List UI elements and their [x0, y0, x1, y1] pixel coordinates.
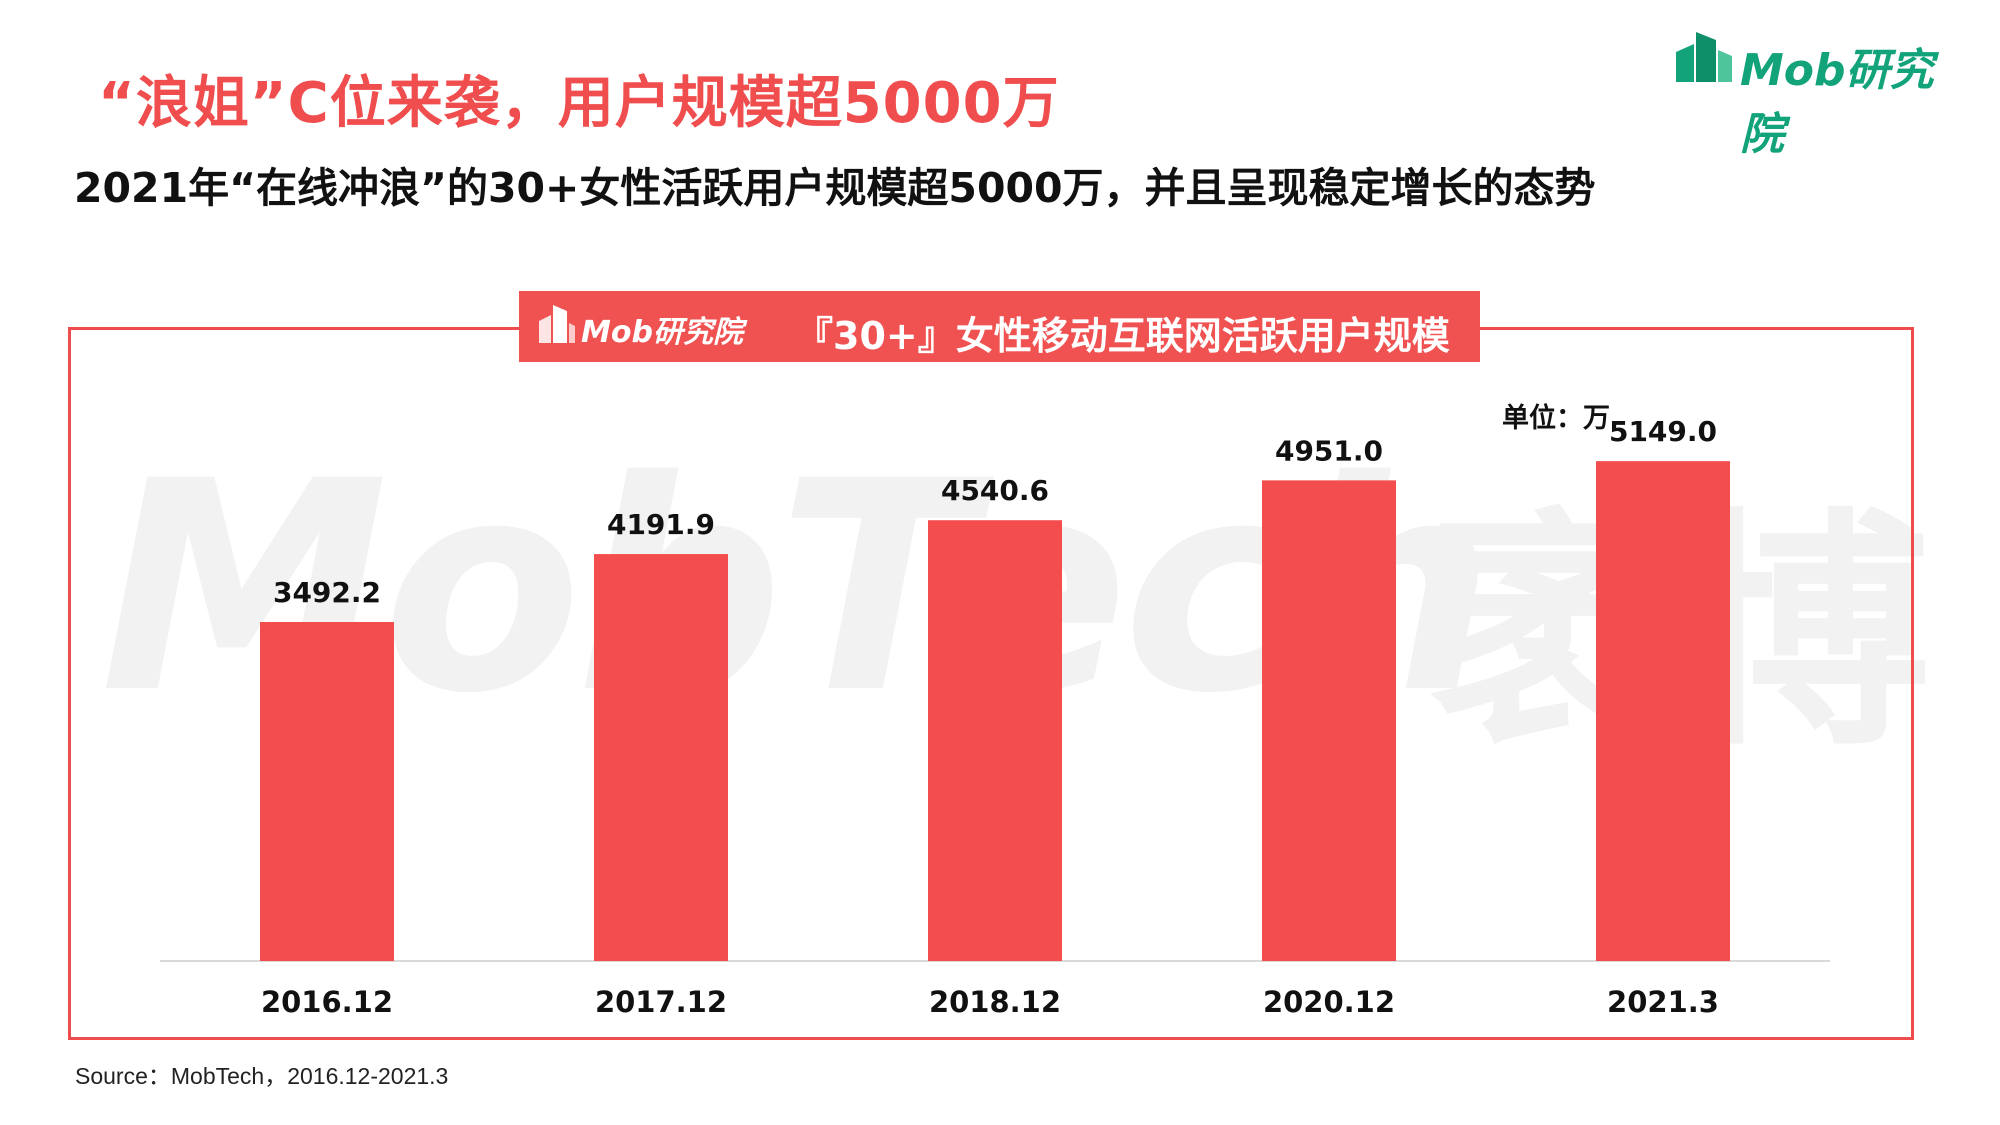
- data-label: 4540.6: [941, 474, 1049, 507]
- bar-2017.12: [594, 554, 728, 961]
- x-tick-label: 2017.12: [595, 985, 727, 1019]
- unit-label: 单位：万: [1502, 403, 1610, 434]
- x-tick-label: 2020.12: [1263, 985, 1395, 1019]
- banner-brand-name: Mob研究院: [581, 315, 743, 350]
- x-tick-label: 2016.12: [261, 985, 393, 1019]
- source-note: Source：MobTech，2016.12-2021.3: [75, 1063, 449, 1089]
- data-label: 4951.0: [1275, 434, 1383, 467]
- brand-name: Mob研究院: [1740, 45, 1934, 160]
- page-subtitle: 2021年“在线冲浪”的30+女性活跃用户规模超5000万，并且呈现稳定增长的态…: [74, 164, 1596, 212]
- bar-2021.3: [1596, 461, 1730, 961]
- brand-logo: Mob研究院: [1672, 26, 1972, 160]
- data-label: 5149.0: [1609, 415, 1717, 448]
- building-logo-icon: [1676, 32, 1732, 82]
- bar-2016.12: [260, 621, 394, 961]
- x-tick-label: 2021.3: [1607, 985, 1719, 1019]
- bar-2018.12: [928, 520, 1062, 961]
- page-title: “浪姐”C位来袭，用户规模超5000万: [98, 71, 1060, 136]
- bar-2020.12: [1262, 480, 1396, 961]
- data-label: 3492.2: [273, 576, 381, 609]
- data-label: 4191.9: [607, 508, 715, 541]
- x-tick-label: 2018.12: [929, 985, 1061, 1019]
- chart-banner: Mob研究院 『30+』女性移动互联网活跃用户规模: [519, 291, 1480, 362]
- banner-logo: Mob研究院: [537, 301, 747, 351]
- chart-title: 『30+』女性移动互联网活跃用户规模: [795, 314, 1450, 358]
- building-logo-icon: [539, 305, 575, 343]
